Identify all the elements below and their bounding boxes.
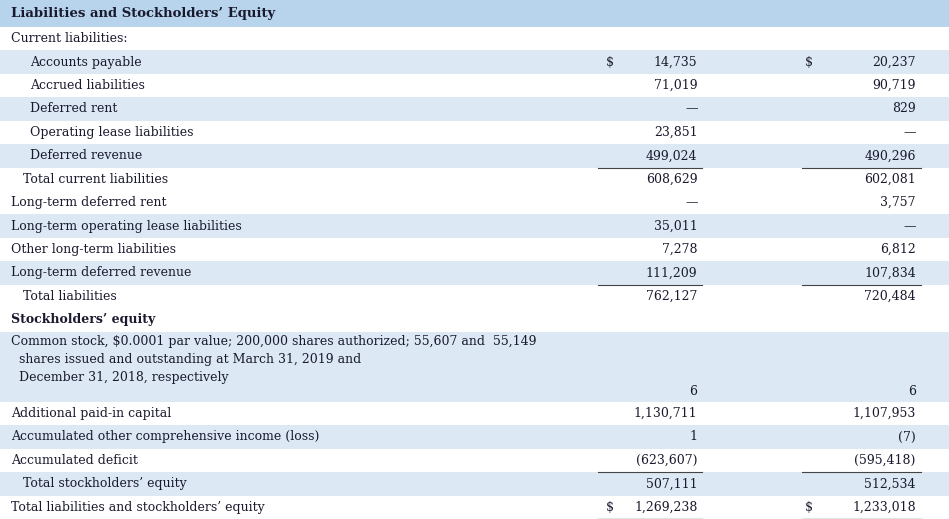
Text: Current liabilities:: Current liabilities: <box>11 32 128 45</box>
Bar <box>0 74 949 97</box>
Text: 14,735: 14,735 <box>654 56 698 69</box>
Text: $: $ <box>805 56 812 69</box>
Text: 602,081: 602,081 <box>864 173 916 186</box>
Bar <box>0 332 949 402</box>
Bar <box>0 191 949 214</box>
Bar <box>0 449 949 472</box>
Bar <box>0 121 949 144</box>
Text: Common stock, $0.0001 par value; 200,000 shares authorized; 55,607 and  55,149
 : Common stock, $0.0001 par value; 200,000… <box>11 335 537 384</box>
Bar <box>0 214 949 238</box>
Bar <box>0 496 949 519</box>
Text: $: $ <box>605 501 613 514</box>
Bar <box>0 285 949 308</box>
Text: 90,719: 90,719 <box>872 79 916 92</box>
Text: Total liabilities and stockholders’ equity: Total liabilities and stockholders’ equi… <box>11 501 265 514</box>
Text: 71,019: 71,019 <box>654 79 698 92</box>
Bar <box>0 261 949 285</box>
Text: Stockholders’ equity: Stockholders’ equity <box>11 313 156 326</box>
Text: 1,233,018: 1,233,018 <box>852 501 916 514</box>
Text: (623,607): (623,607) <box>636 454 698 467</box>
Bar <box>0 97 949 121</box>
Text: —: — <box>903 126 916 139</box>
Text: Operating lease liabilities: Operating lease liabilities <box>30 126 194 139</box>
Bar <box>0 238 949 261</box>
Text: (7): (7) <box>898 430 916 444</box>
Text: Other long-term liabilities: Other long-term liabilities <box>11 243 177 256</box>
Bar <box>0 27 949 50</box>
Text: Liabilities and Stockholders’ Equity: Liabilities and Stockholders’ Equity <box>11 7 275 20</box>
Text: 7,278: 7,278 <box>662 243 698 256</box>
Text: 6: 6 <box>690 385 698 398</box>
Text: 35,011: 35,011 <box>654 220 698 233</box>
Text: 111,209: 111,209 <box>646 266 698 280</box>
Text: 23,851: 23,851 <box>654 126 698 139</box>
Bar <box>0 0 949 27</box>
Text: 512,534: 512,534 <box>865 477 916 490</box>
Text: 3,757: 3,757 <box>881 196 916 209</box>
Text: Accrued liabilities: Accrued liabilities <box>30 79 145 92</box>
Bar <box>0 402 949 425</box>
Text: 720,484: 720,484 <box>865 290 916 303</box>
Text: Long-term deferred revenue: Long-term deferred revenue <box>11 266 192 280</box>
Text: $: $ <box>805 501 812 514</box>
Bar <box>0 50 949 74</box>
Text: 1,130,711: 1,130,711 <box>634 407 698 420</box>
Text: Total stockholders’ equity: Total stockholders’ equity <box>11 477 187 490</box>
Text: 507,111: 507,111 <box>646 477 698 490</box>
Text: 20,237: 20,237 <box>872 56 916 69</box>
Text: 762,127: 762,127 <box>646 290 698 303</box>
Text: $: $ <box>605 56 613 69</box>
Text: Deferred rent: Deferred rent <box>30 102 118 116</box>
Text: 107,834: 107,834 <box>864 266 916 280</box>
Text: 1,269,238: 1,269,238 <box>634 501 698 514</box>
Text: Additional paid-in capital: Additional paid-in capital <box>11 407 172 420</box>
Text: 1,107,953: 1,107,953 <box>852 407 916 420</box>
Text: Accumulated other comprehensive income (loss): Accumulated other comprehensive income (… <box>11 430 320 444</box>
Bar <box>0 168 949 191</box>
Text: —: — <box>685 102 698 116</box>
Text: 499,024: 499,024 <box>646 149 698 162</box>
Text: 6,812: 6,812 <box>880 243 916 256</box>
Text: —: — <box>685 196 698 209</box>
Text: —: — <box>903 220 916 233</box>
Bar <box>0 308 949 332</box>
Text: 608,629: 608,629 <box>646 173 698 186</box>
Bar <box>0 144 949 168</box>
Text: Accumulated deficit: Accumulated deficit <box>11 454 139 467</box>
Text: 829: 829 <box>892 102 916 116</box>
Text: 1: 1 <box>690 430 698 444</box>
Text: Total liabilities: Total liabilities <box>11 290 117 303</box>
Text: 490,296: 490,296 <box>865 149 916 162</box>
Bar <box>0 425 949 449</box>
Text: Total current liabilities: Total current liabilities <box>11 173 169 186</box>
Text: 6: 6 <box>908 385 916 398</box>
Text: Long-term operating lease liabilities: Long-term operating lease liabilities <box>11 220 242 233</box>
Bar <box>0 472 949 496</box>
Text: Long-term deferred rent: Long-term deferred rent <box>11 196 167 209</box>
Text: Accounts payable: Accounts payable <box>30 56 142 69</box>
Text: Deferred revenue: Deferred revenue <box>30 149 142 162</box>
Text: (595,418): (595,418) <box>854 454 916 467</box>
